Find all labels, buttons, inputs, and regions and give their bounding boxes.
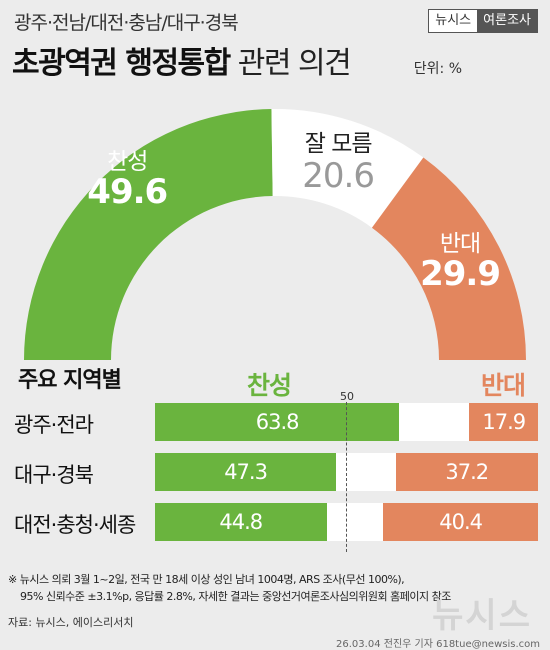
legend-disagree: 반대: [481, 371, 526, 400]
credit-note: 26.03.04 전진우 기자 618tue@newsis.com: [336, 639, 540, 650]
region-label: 광주·전라: [14, 413, 94, 437]
bar-disagree: 40.4: [383, 503, 538, 541]
arc-agree: [24, 109, 273, 360]
reference-50-line: [346, 402, 347, 552]
title-light: 관련 의견: [229, 46, 352, 81]
brand-poll: 여론조사: [477, 10, 537, 32]
bar-track: 47.3 37.2: [155, 453, 538, 491]
brand-badge: 뉴시스 여론조사: [428, 9, 538, 33]
arc-disagree: [371, 157, 526, 360]
section-title: 주요 지역별: [18, 368, 122, 393]
note-line-2: 95% 신뢰수준 ±3.1%p, 응답률 2.8%, 자세한 결과는 중앙선거여…: [20, 590, 451, 603]
brand-newsis: 뉴시스: [429, 10, 478, 32]
arc-unsure: [271, 109, 424, 228]
chart-title: 초광역권 행정통합 관련 의견: [12, 38, 352, 82]
region-label: 대구·경북: [14, 463, 94, 487]
region-label: 대전·충청·세종: [14, 513, 136, 537]
bar-agree: 63.8: [155, 403, 400, 441]
disagree-label: 반대: [439, 231, 481, 258]
disagree-value: 29.9: [420, 254, 501, 295]
bar-agree: 47.3: [155, 453, 337, 491]
watermark-logo: 뉴시스: [432, 596, 532, 636]
subtitle: 광주·전남/대전·충남/대구·경북: [14, 12, 239, 34]
unsure-label: 잘 모름: [304, 131, 373, 158]
agree-label: 찬성: [107, 149, 148, 176]
semicircle-chart: [24, 109, 526, 360]
legend-agree: 찬성: [247, 371, 292, 400]
unit-label: 단위: %: [413, 61, 462, 77]
source-note: 자료: 뉴시스, 에이스리서치: [8, 616, 134, 629]
bar-agree: 44.8: [155, 503, 327, 541]
agree-value: 49.6: [87, 172, 168, 213]
reference-50-label: 50: [340, 390, 354, 403]
bar-disagree: 37.2: [395, 453, 538, 491]
unsure-value: 20.6: [302, 156, 375, 197]
bar-disagree: 17.9: [469, 403, 538, 441]
title-bold: 초광역권 행정통합: [12, 46, 231, 81]
bar-track: 63.8 17.9: [155, 403, 538, 441]
note-line-1: ※ 뉴시스 의뢰 3월 1~2일, 전국 만 18세 이상 성인 남녀 1004…: [8, 573, 405, 586]
